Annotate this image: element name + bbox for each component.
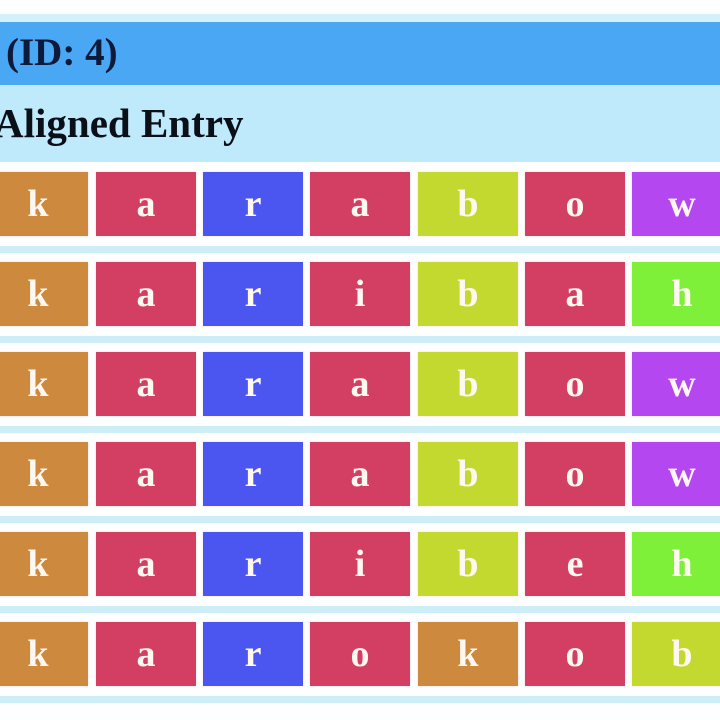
- residue-cell: w: [632, 352, 720, 416]
- row-separator: [0, 606, 720, 613]
- residue-cell: k: [0, 622, 88, 686]
- residue-cell: r: [203, 442, 303, 506]
- row-separator: [0, 426, 720, 433]
- residue-cell: r: [203, 172, 303, 236]
- residue-cell: o: [525, 442, 625, 506]
- residue-cell: a: [96, 172, 196, 236]
- residue-cell: k: [0, 262, 88, 326]
- residue-cell: o: [525, 352, 625, 416]
- residue-cell: r: [203, 622, 303, 686]
- residue-cell: b: [418, 532, 518, 596]
- residue-cell: b: [418, 442, 518, 506]
- residue-cell: o: [310, 622, 410, 686]
- residue-cell: a: [96, 262, 196, 326]
- residue-cell: k: [0, 442, 88, 506]
- residue-cell: a: [310, 442, 410, 506]
- row-separator: [0, 516, 720, 523]
- title-bar: (ID: 4): [0, 22, 720, 85]
- residue-cell: r: [203, 532, 303, 596]
- residue-cell: k: [0, 172, 88, 236]
- residue-cell: k: [0, 532, 88, 596]
- residue-cell: h: [632, 532, 720, 596]
- residue-cell: o: [525, 622, 625, 686]
- residue-cell: o: [525, 172, 625, 236]
- residue-cell: a: [96, 532, 196, 596]
- residue-cell: a: [310, 352, 410, 416]
- residue-cell: a: [96, 442, 196, 506]
- residue-cell: e: [525, 532, 625, 596]
- residue-cell: w: [632, 172, 720, 236]
- residue-cell: a: [96, 622, 196, 686]
- row-separator: [0, 336, 720, 343]
- residue-cell: a: [310, 172, 410, 236]
- residue-cell: b: [418, 262, 518, 326]
- residue-cell: k: [418, 622, 518, 686]
- section-title: Aligned Entry: [0, 100, 244, 146]
- residue-cell: w: [632, 442, 720, 506]
- residue-cell: b: [418, 352, 518, 416]
- residue-cell: k: [0, 352, 88, 416]
- entry-id-title: (ID: 4): [6, 31, 118, 74]
- residue-cell: b: [418, 172, 518, 236]
- residue-cell: a: [525, 262, 625, 326]
- section-header: Aligned Entry: [0, 85, 720, 162]
- residue-cell: b: [632, 622, 720, 686]
- residue-cell: h: [632, 262, 720, 326]
- row-separator: [0, 696, 720, 703]
- residue-cell: r: [203, 352, 303, 416]
- row-separator: [0, 246, 720, 253]
- residue-cell: a: [96, 352, 196, 416]
- residue-cell: i: [310, 262, 410, 326]
- residue-cell: i: [310, 532, 410, 596]
- residue-cell: r: [203, 262, 303, 326]
- top-strip: [0, 14, 720, 22]
